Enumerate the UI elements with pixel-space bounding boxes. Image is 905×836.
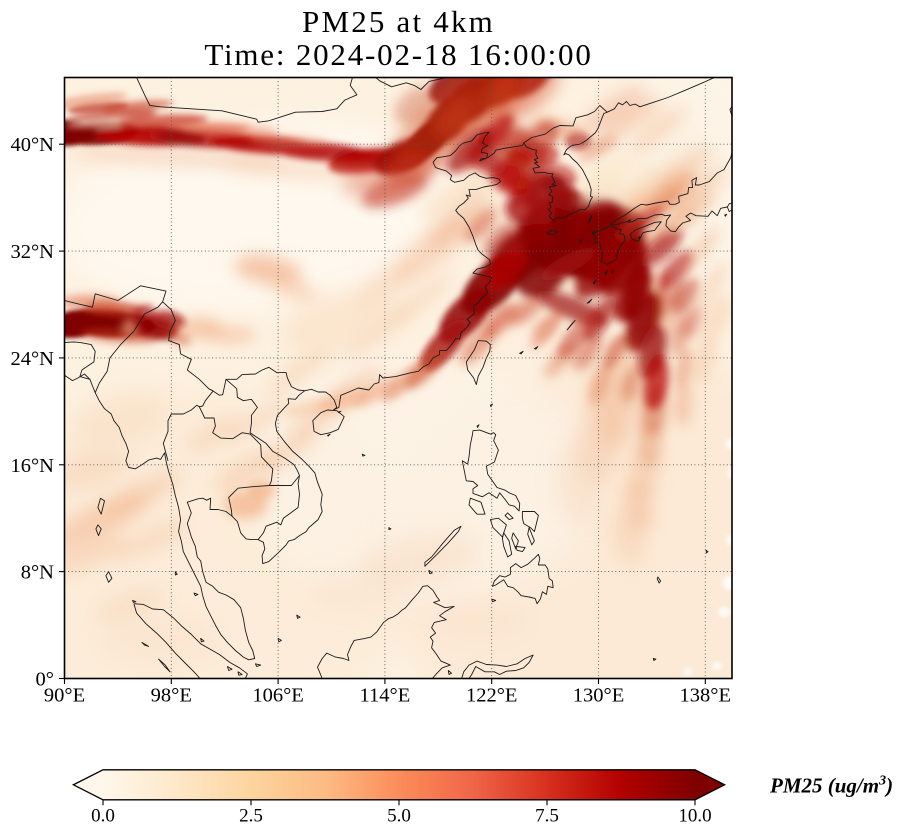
svg-text:138°E: 138°E	[680, 685, 731, 707]
svg-text:114°E: 114°E	[360, 685, 411, 707]
svg-text:90°E: 90°E	[44, 685, 85, 707]
svg-text:0.0: 0.0	[91, 806, 115, 827]
svg-text:PM25 at 4km: PM25 at 4km	[302, 4, 495, 39]
svg-text:2.5: 2.5	[239, 806, 263, 827]
svg-text:24°N: 24°N	[10, 348, 54, 370]
svg-text:16°N: 16°N	[10, 455, 54, 477]
svg-text:7.5: 7.5	[535, 806, 559, 827]
svg-text:Time: 2024-02-18 16:00:00: Time: 2024-02-18 16:00:00	[204, 37, 592, 72]
svg-text:106°E: 106°E	[252, 685, 303, 707]
svg-text:98°E: 98°E	[151, 685, 192, 707]
svg-text:40°N: 40°N	[10, 134, 54, 156]
svg-text:PM25 (ug/m3): PM25 (ug/m3)	[769, 774, 893, 798]
svg-text:32°N: 32°N	[10, 241, 54, 263]
svg-text:0°: 0°	[36, 669, 54, 691]
svg-text:130°E: 130°E	[573, 685, 624, 707]
svg-text:10.0: 10.0	[678, 806, 711, 827]
svg-text:5.0: 5.0	[387, 806, 411, 827]
svg-text:8°N: 8°N	[21, 562, 54, 584]
svg-text:122°E: 122°E	[466, 685, 517, 707]
